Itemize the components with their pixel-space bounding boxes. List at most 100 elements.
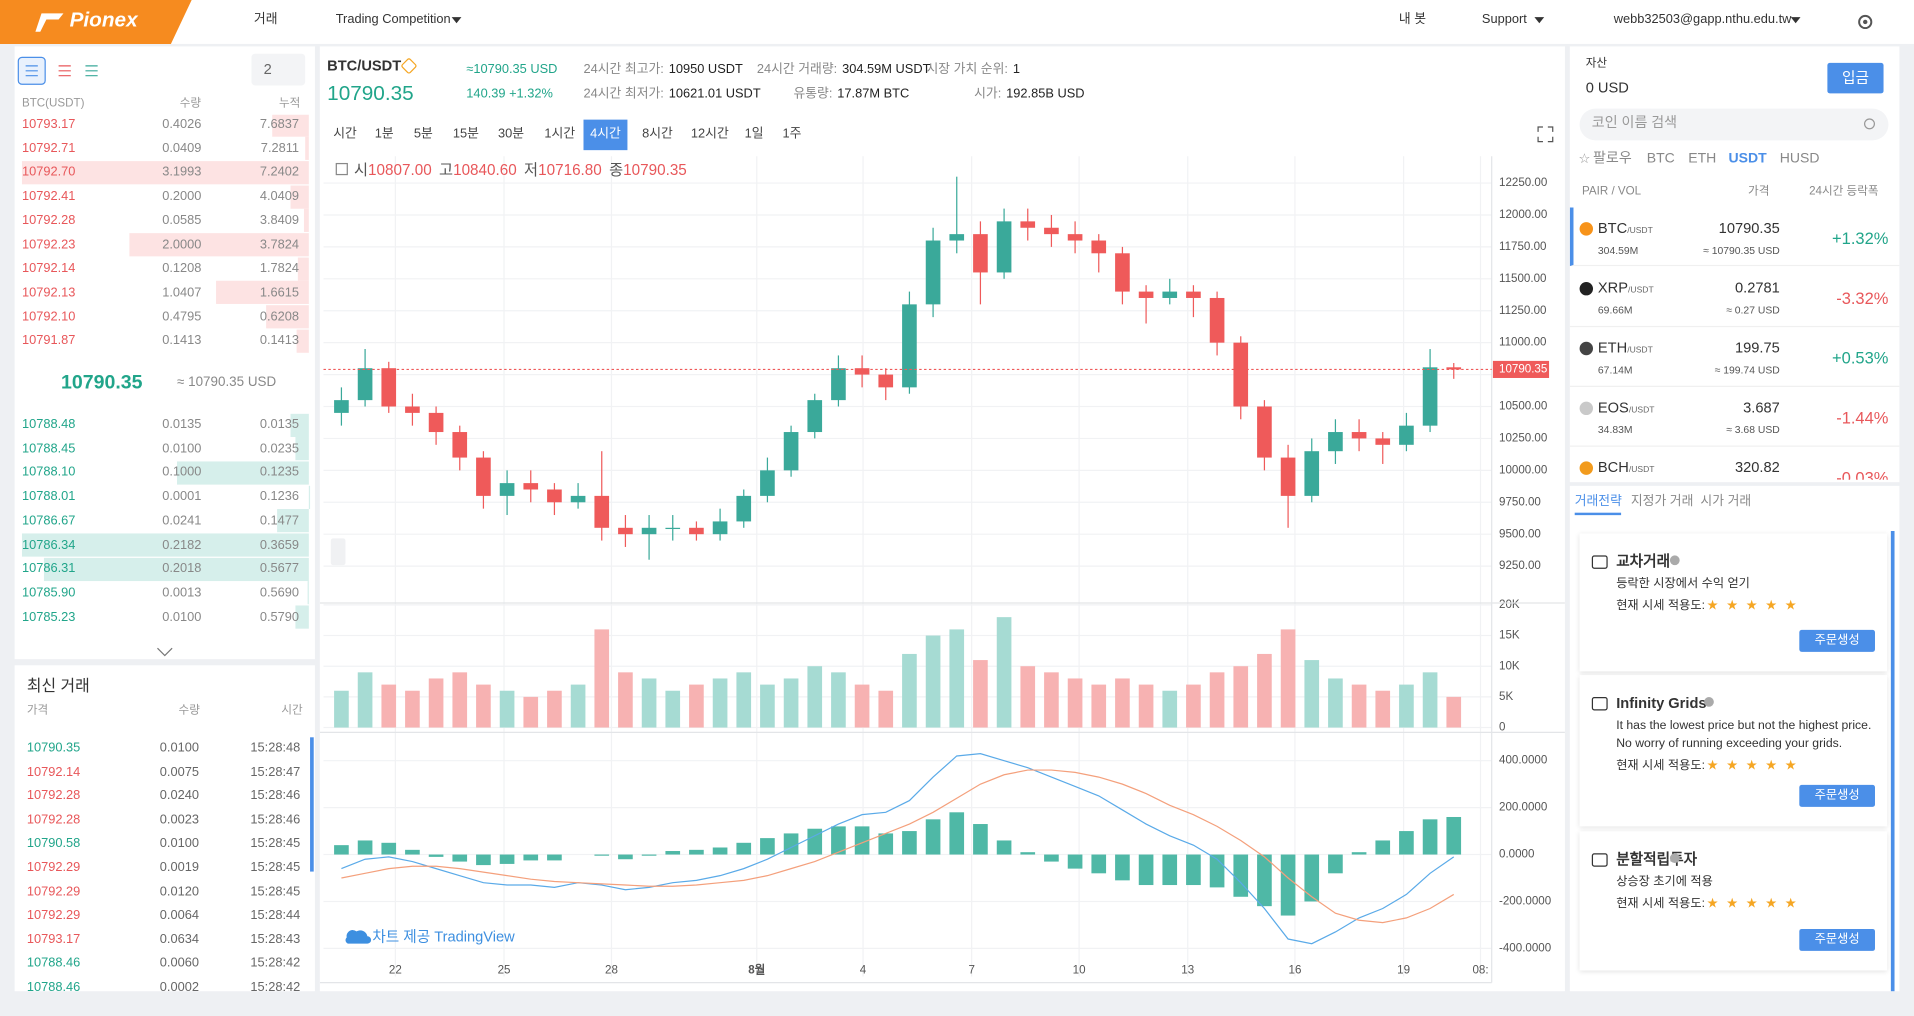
create-order-button[interactable]: 주문생성 [1799,929,1875,951]
ohlc-label: 시 [354,162,368,179]
create-order-button[interactable]: 주문생성 [1799,630,1875,652]
interval[interactable]: 1일 [745,127,764,142]
market-tab[interactable]: HUSD [1780,151,1820,168]
precision-select[interactable] [251,54,305,86]
rating-star: ★ [1765,896,1777,912]
ob-price: 10792.23 [22,237,75,252]
ob-qty: 1.0407 [162,285,201,300]
volume-bar [1257,654,1272,728]
volume-bar [713,678,728,727]
volume-bar [760,685,775,728]
ob-total: 1.7824 [260,261,299,276]
bot-description: 상승장 초기에 적용 [1616,875,1713,890]
macd-histogram [334,845,349,854]
trade-time: 15:28:46 [250,788,300,803]
candle-body [523,483,538,489]
settings-icon[interactable] [1854,11,1876,33]
trade-time: 15:28:43 [250,932,300,947]
coin-name: XRP/USDT [1598,279,1654,297]
interval[interactable]: 5분 [414,127,433,142]
bots-tab[interactable]: 지정가 거래 [1631,494,1694,509]
nav-item[interactable]: 내 봇 [1399,12,1426,27]
nav-item[interactable]: Trading Competition [336,12,451,27]
coin-icon [1580,342,1593,355]
trade-qty: 0.0064 [160,908,199,923]
coin-change: -3.32% [1836,289,1888,309]
interval[interactable]: 4시간 [590,127,621,142]
rating-star: ★ [1726,599,1738,615]
caret [1791,17,1801,28]
candle-body [1328,432,1343,451]
bots-tab[interactable]: 거래전략 [1575,494,1622,509]
macd-histogram [1281,855,1296,916]
interval[interactable]: 12시간 [691,127,729,142]
volume-bar [1210,672,1225,727]
ob-total: 3.7824 [260,237,299,252]
deposit-button[interactable]: 입금 [1827,63,1883,94]
market-tab[interactable]: BTC [1647,151,1675,168]
coin-icon [1580,461,1593,474]
interval[interactable]: 1주 [782,127,801,142]
interval[interactable]: 15분 [453,127,479,142]
nav-item[interactable]: Support [1482,12,1527,27]
expand-chevron[interactable] [154,645,176,660]
ob-total: 3.8409 [260,213,299,228]
volume-bar [1352,685,1367,728]
ob-qty: 3.1993 [162,165,201,180]
precision-value: 2 [264,61,272,79]
volume-bar [831,672,846,727]
rating-star: ★ [1726,759,1738,775]
market-tab[interactable]: 팔로우 [1593,151,1632,168]
interval[interactable]: 시간 [333,127,357,142]
macd-histogram [784,833,799,854]
bots-tab[interactable]: 시가 거래 [1700,494,1751,509]
volume-bar [784,678,799,727]
volume-bar [878,691,893,728]
price-usd: ≈10790.35 USD [466,62,557,77]
interval[interactable]: 1분 [375,127,394,142]
volume-bar [736,672,751,727]
y-tick-label: 0 [1499,722,1505,734]
user-email[interactable]: webb32503@gapp.nthu.edu.tw [1614,12,1792,27]
coin-symbol: BTC [1598,219,1627,236]
orderbook-view-icons[interactable] [17,54,102,88]
ob-price: 10785.23 [22,609,75,624]
caret [1534,17,1544,28]
rating-star: ★ [1785,896,1797,912]
interval[interactable]: 1시간 [544,127,575,142]
follow-star[interactable]: ☆ [1578,152,1590,168]
ohlc-label: 고 [439,162,453,179]
macd-histogram [476,855,491,866]
ob-price: 10788.45 [22,441,75,456]
trade-qty: 0.0240 [160,788,199,803]
volume-bar [1233,666,1248,727]
ob-price: 10786.67 [22,513,75,528]
ob-price: 10792.28 [22,213,75,228]
volume-bar [807,666,822,727]
candle-body [689,528,704,534]
interval[interactable]: 8시간 [642,127,673,142]
stat: 유통량:17.87M BTC [793,86,909,101]
rating-star: ★ [1746,599,1758,615]
interval[interactable]: 30분 [498,127,524,142]
macd-histogram [1044,855,1059,862]
caret [452,17,462,28]
rating-star: ★ [1707,896,1719,912]
ob-total: 0.1235 [260,465,299,480]
candle-body [405,407,420,413]
market-tab[interactable]: ETH [1688,151,1716,168]
ob-header: BTC(USDT) [22,97,85,111]
trades-header: 가격 [27,703,48,717]
market-tab[interactable]: USDT [1729,151,1767,168]
trade-price: 10788.46 [27,956,80,971]
coin-icon [1580,282,1593,295]
nav-item[interactable]: 거래 [254,12,278,27]
y-tick-label: 11500.00 [1499,273,1546,285]
create-order-button[interactable]: 주문생성 [1799,785,1875,807]
candle-body [949,234,964,240]
volume-bar [642,678,657,727]
macd-histogram [523,855,538,861]
volume-bar [689,685,704,728]
x-tick-label: 4 [860,965,867,977]
